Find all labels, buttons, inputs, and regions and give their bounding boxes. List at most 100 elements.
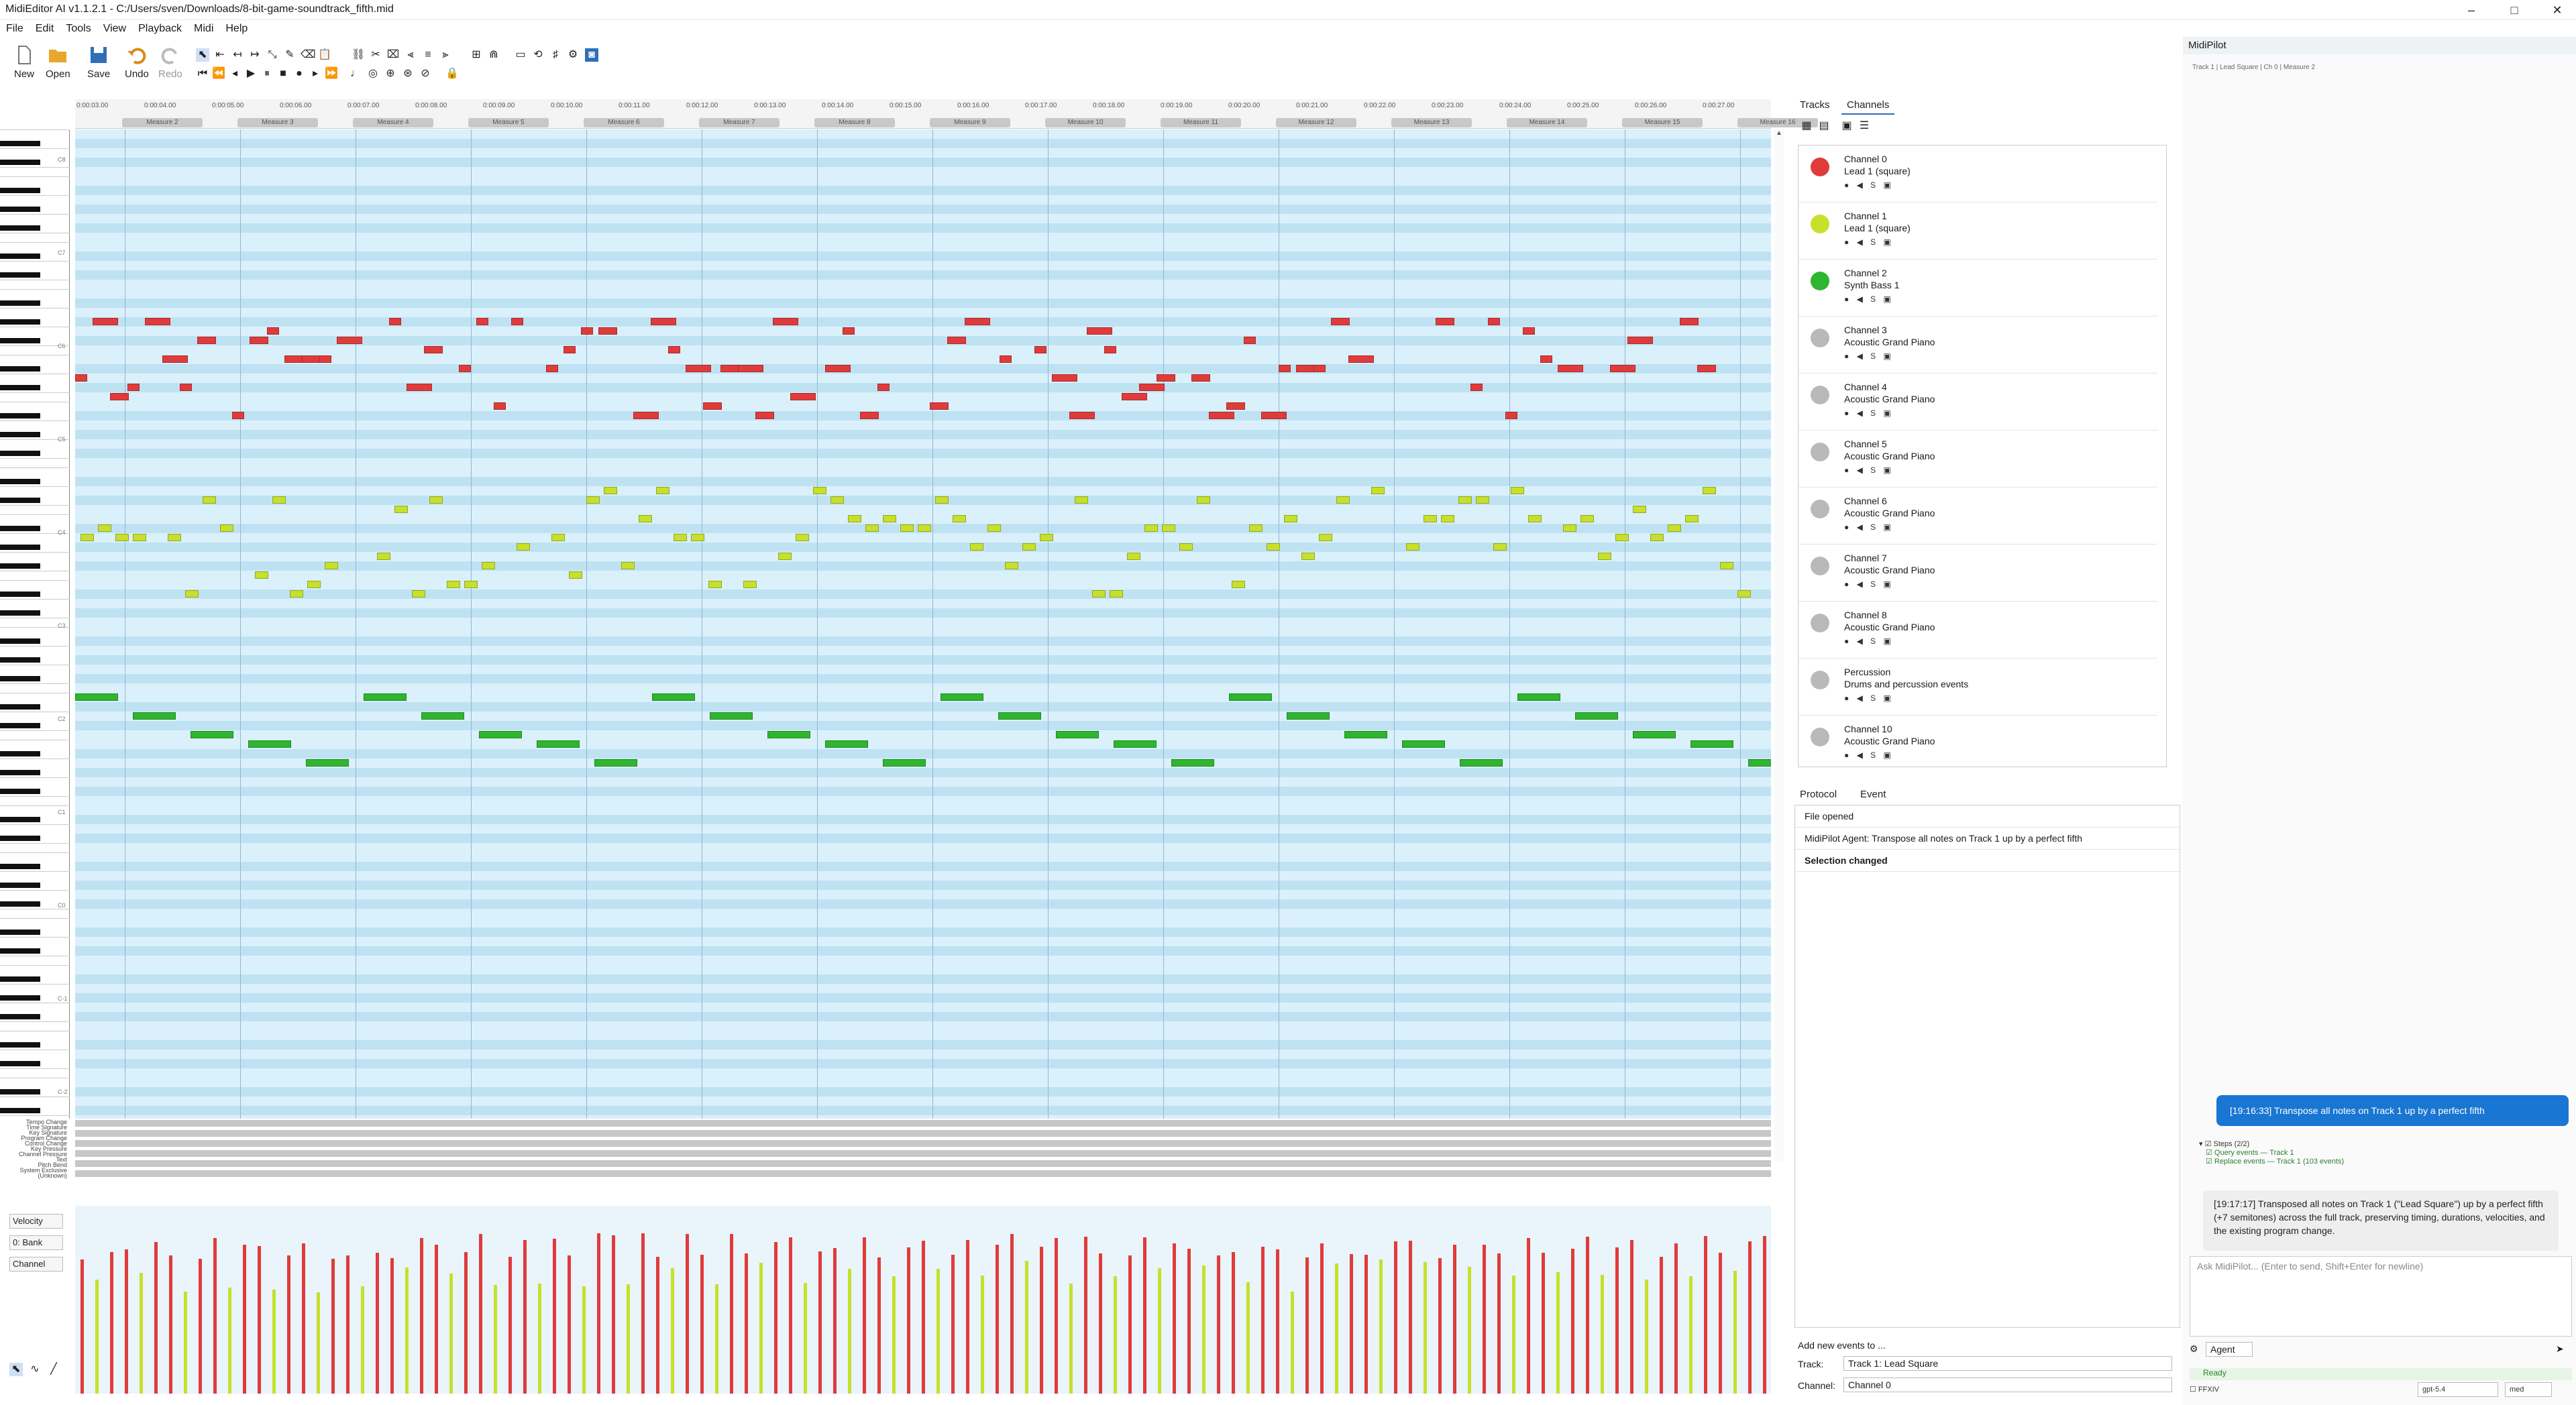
note-harmony[interactable] (656, 487, 669, 494)
note-lead[interactable] (1505, 412, 1517, 419)
note-bass[interactable] (941, 693, 983, 701)
note-lead[interactable] (930, 402, 949, 410)
forward-icon[interactable]: ▸ (312, 68, 319, 79)
velocity-bar[interactable] (1689, 1276, 1693, 1394)
velocity-bar[interactable] (553, 1238, 556, 1394)
velocity-bar[interactable] (435, 1245, 438, 1394)
velocity-bar[interactable] (1128, 1255, 1132, 1394)
black-key[interactable] (0, 188, 40, 193)
note-harmony[interactable] (1040, 534, 1053, 541)
velocity-bar[interactable] (1394, 1241, 1397, 1394)
note-lead[interactable] (546, 365, 558, 372)
misc-lane[interactable] (75, 1130, 1771, 1137)
note-lead[interactable] (162, 355, 188, 363)
note-harmony[interactable] (1371, 487, 1385, 494)
protocol-item[interactable]: File opened (1795, 805, 2180, 828)
line-tool-icon[interactable]: ╱ (50, 1363, 57, 1375)
note-harmony[interactable] (1650, 534, 1664, 541)
steps-block[interactable]: ▾ ☑ Steps (2/2) ☑ Query events — Track 1… (2199, 1140, 2345, 1166)
note-harmony[interactable] (604, 487, 617, 494)
tab-channels[interactable]: Channels (1841, 97, 1895, 115)
note-lead[interactable] (1000, 355, 1012, 363)
black-key[interactable] (0, 366, 40, 372)
velocity-bar[interactable] (996, 1245, 999, 1394)
redo-button[interactable]: Redo (158, 44, 182, 80)
black-key[interactable] (0, 789, 40, 794)
measure-label[interactable]: Measure 5 (468, 118, 549, 127)
velocity-bar[interactable] (1173, 1243, 1176, 1394)
black-key[interactable] (0, 770, 40, 775)
note-harmony[interactable] (1424, 515, 1437, 522)
scroll-up-icon[interactable]: ▲ (1776, 129, 1782, 137)
note-harmony[interactable] (883, 515, 896, 522)
magnet-icon[interactable]: ⋒ (489, 49, 498, 60)
measure-label[interactable]: Measure 10 (1045, 118, 1126, 127)
black-key[interactable] (0, 141, 40, 146)
note-harmony[interactable] (133, 534, 146, 541)
note-bass[interactable] (652, 693, 695, 701)
note-lead[interactable] (755, 412, 774, 419)
velocity-bar[interactable] (745, 1253, 748, 1394)
note-harmony[interactable] (220, 524, 233, 532)
velocity-bar[interactable] (1114, 1276, 1117, 1394)
note-harmony[interactable] (900, 524, 914, 532)
velocity-bar[interactable] (1143, 1237, 1146, 1394)
note-harmony[interactable] (115, 534, 129, 541)
black-key[interactable] (0, 1108, 40, 1113)
ffxiv-checkbox[interactable]: ☐ FFXIV (2190, 1386, 2220, 1394)
note-harmony[interactable] (796, 534, 809, 541)
select-tool-icon[interactable]: ⬉ (196, 48, 209, 62)
delete-overlap-icon[interactable]: ⌧ (386, 49, 400, 60)
velocity-bar[interactable] (627, 1284, 630, 1394)
velocity-bar[interactable] (848, 1269, 851, 1394)
note-harmony[interactable] (674, 534, 687, 541)
black-key[interactable] (0, 930, 40, 935)
channel-select[interactable]: Channel (9, 1257, 63, 1272)
note-lead[interactable] (843, 327, 855, 335)
black-key[interactable] (0, 817, 40, 822)
minimize-button[interactable]: – (2467, 3, 2475, 17)
note-harmony[interactable] (1685, 515, 1699, 522)
align-right-icon[interactable]: ⫸ (442, 49, 449, 60)
black-key[interactable] (0, 1042, 40, 1048)
note-harmony[interactable] (1197, 496, 1210, 504)
note-bass[interactable] (1344, 731, 1387, 738)
velocity-bar[interactable] (641, 1233, 645, 1394)
velocity-bar[interactable] (1364, 1254, 1368, 1394)
note-lead[interactable] (1034, 346, 1046, 353)
note-lead[interactable] (581, 327, 593, 335)
note-lead[interactable] (860, 412, 879, 419)
velocity-bar[interactable] (1674, 1243, 1678, 1394)
menu-midi[interactable]: Midi (194, 23, 214, 34)
zoom-icon[interactable]: ⊕ (386, 68, 395, 79)
velocity-bar[interactable] (951, 1254, 955, 1394)
note-harmony[interactable] (1075, 496, 1088, 504)
velocity-bar[interactable] (125, 1249, 128, 1394)
channel-controls[interactable]: ● ◀ S ▣ (1844, 579, 1894, 589)
menu-edit[interactable]: Edit (35, 23, 54, 34)
note-lead[interactable] (633, 412, 659, 419)
note-lead[interactable] (1209, 412, 1234, 419)
velocity-bar[interactable] (538, 1283, 541, 1394)
note-lead[interactable] (1436, 318, 1454, 325)
velocity-bar[interactable] (759, 1263, 763, 1394)
note-lead[interactable] (1139, 384, 1165, 391)
note-lead[interactable] (407, 384, 432, 391)
black-key[interactable] (0, 1089, 40, 1094)
channel-row[interactable]: Channel 4 Acoustic Grand Piano ● ◀ S ▣ (1799, 374, 2157, 431)
velocity-bar[interactable] (1320, 1243, 1324, 1394)
velocity-bar[interactable] (1276, 1249, 1279, 1394)
black-key[interactable] (0, 592, 40, 597)
note-bass[interactable] (998, 712, 1041, 720)
note-lead[interactable] (703, 402, 722, 410)
note-lead[interactable] (1244, 337, 1256, 344)
velocity-bar[interactable] (568, 1255, 571, 1394)
record-icon[interactable]: ● (296, 68, 303, 79)
velocity-bar[interactable] (140, 1273, 143, 1394)
tab-protocol[interactable]: Protocol (1800, 789, 1837, 800)
velocity-bar[interactable] (346, 1255, 350, 1394)
note-lead[interactable] (1697, 365, 1716, 372)
note-harmony[interactable] (1493, 543, 1507, 551)
note-lead[interactable] (1157, 374, 1175, 382)
midipilot-icon[interactable]: ◙ (585, 48, 598, 62)
